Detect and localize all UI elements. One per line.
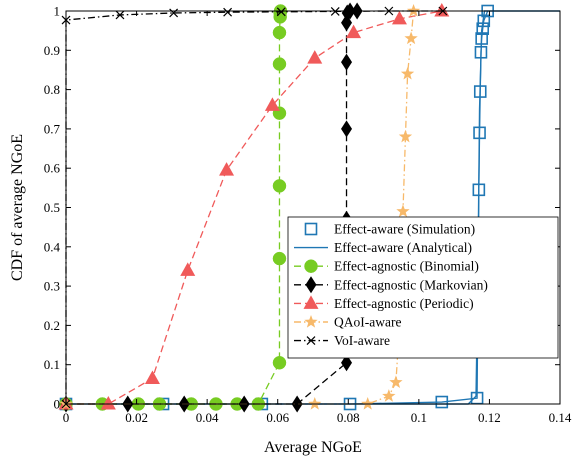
legend-marker bbox=[305, 276, 317, 294]
legend-marker bbox=[304, 259, 318, 273]
data-point bbox=[435, 395, 449, 409]
x-tick-label: 0.12 bbox=[478, 410, 501, 425]
legend-label: Effect-aware (Simulation) bbox=[334, 222, 475, 237]
data-point bbox=[404, 31, 418, 45]
legend-label: Effect-aware (Analytical) bbox=[334, 240, 472, 255]
x-tick-label: 0 bbox=[63, 410, 70, 425]
x-tick-label: 0.02 bbox=[125, 410, 148, 425]
y-tick-label: 0 bbox=[54, 397, 61, 412]
x-tick-label: 0.1 bbox=[411, 410, 427, 425]
y-tick-label: 0.4 bbox=[44, 239, 61, 254]
data-point bbox=[341, 53, 353, 71]
data-point bbox=[223, 7, 233, 17]
legend-label: VoI-aware bbox=[334, 333, 390, 348]
data-point bbox=[400, 66, 415, 80]
y-tick-label: 0.6 bbox=[44, 161, 61, 176]
y-tick-label: 0.5 bbox=[44, 200, 60, 215]
legend-entry-voi-aware: VoI-aware bbox=[294, 333, 390, 348]
x-tick-label: 0.14 bbox=[549, 410, 572, 425]
legend-entry-effect-aware-simulation: Effect-aware (Simulation) bbox=[304, 222, 475, 237]
data-point bbox=[169, 8, 179, 18]
data-point bbox=[396, 204, 410, 218]
data-point bbox=[264, 97, 280, 111]
legend: Effect-aware (Simulation) Effect-aware (A… bbox=[287, 216, 559, 359]
x-axis-title: Average NGoE bbox=[264, 439, 362, 456]
data-point bbox=[382, 389, 396, 402]
y-axis-title: CDF of average NGoE bbox=[9, 134, 26, 281]
data-point bbox=[272, 251, 287, 266]
data-point bbox=[115, 10, 125, 20]
legend-label: Effect-agnostic (Binomial) bbox=[334, 259, 479, 274]
legend-entry-effect-agnostic-binomial: Effect-agnostic (Binomial) bbox=[294, 259, 479, 274]
data-point bbox=[341, 14, 353, 32]
series-effect-agnostic-binomial bbox=[59, 4, 288, 411]
series-line bbox=[66, 10, 560, 405]
series-effect-aware-analytical bbox=[66, 10, 560, 405]
data-point bbox=[219, 162, 235, 176]
x-tick-label: 0.06 bbox=[266, 410, 289, 425]
data-point bbox=[406, 4, 421, 17]
data-point bbox=[341, 354, 353, 372]
legend-label: Effect-agnostic (Markovian) bbox=[334, 277, 488, 292]
y-tick-label: 0.3 bbox=[44, 279, 60, 294]
axes: 0 0.02 0.04 0.06 0.08 0.1 0.12 0.14 0 0.1 0.2 0.3 0.… bbox=[44, 4, 572, 426]
legend-marker bbox=[304, 315, 318, 328]
legend-entry-effect-aware-analytical: Effect-aware (Analytical) bbox=[294, 240, 472, 255]
legend-label: QAoI-aware bbox=[334, 315, 401, 330]
data-point bbox=[272, 179, 287, 193]
series-effect-agnostic-periodic bbox=[58, 3, 450, 410]
data-point bbox=[144, 370, 160, 384]
legend-marker bbox=[304, 222, 318, 236]
data-point bbox=[180, 262, 196, 276]
x-tick-label: 0.08 bbox=[337, 410, 360, 425]
data-point bbox=[341, 120, 353, 138]
data-point bbox=[398, 129, 413, 143]
x-tick-label: 0.04 bbox=[196, 410, 219, 425]
data-point bbox=[276, 7, 286, 17]
y-tick-label: 0.8 bbox=[44, 82, 60, 97]
legend-entry-effect-agnostic-periodic: Effect-agnostic (Periodic) bbox=[294, 295, 474, 311]
data-point bbox=[389, 375, 403, 389]
data-point bbox=[272, 57, 287, 71]
y-tick-label: 1 bbox=[54, 4, 61, 19]
data-point bbox=[100, 396, 116, 410]
legend-marker bbox=[306, 336, 316, 346]
legend-box bbox=[287, 216, 559, 359]
series-line bbox=[66, 10, 442, 405]
data-point bbox=[272, 25, 287, 40]
data-point bbox=[346, 24, 362, 39]
data-point bbox=[391, 10, 407, 25]
legend-marker bbox=[303, 295, 319, 309]
data-point bbox=[272, 355, 287, 370]
legend-entry-effect-agnostic-markovian: Effect-agnostic (Markovian) bbox=[294, 276, 488, 294]
y-tick-label: 0.9 bbox=[44, 43, 60, 58]
data-point bbox=[307, 50, 323, 64]
series-line bbox=[66, 10, 282, 405]
series-line bbox=[65, 10, 443, 404]
legend-entry-qaoi-aware: QAoI-aware bbox=[294, 315, 401, 330]
y-tick-label: 0.7 bbox=[44, 121, 61, 136]
y-tick-label: 0.1 bbox=[44, 357, 60, 372]
data-point bbox=[308, 397, 322, 410]
y-tick-label: 0.2 bbox=[44, 318, 60, 333]
legend-label: Effect-agnostic (Periodic) bbox=[334, 296, 474, 311]
data-point bbox=[361, 397, 375, 410]
